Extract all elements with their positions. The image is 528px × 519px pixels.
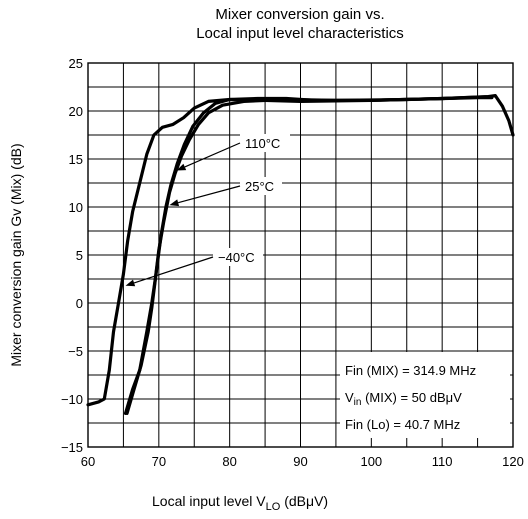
y-tick-labels: −15 −10 −5 0 5 10 15 20 25 <box>61 56 83 455</box>
annotation-arrowhead <box>176 163 187 171</box>
annotation-bg <box>240 134 290 152</box>
annotation-bg <box>240 177 282 195</box>
y-axis-label-part-3: (dB) <box>8 143 24 169</box>
plot-frame <box>87 62 514 448</box>
series-lines <box>86 94 515 415</box>
annotation-leader <box>184 142 241 168</box>
y-tick-label: −10 <box>61 392 83 407</box>
y-tick-label: 20 <box>69 104 83 119</box>
y-axis-label-part-1: Mixer conversion gain <box>8 230 24 366</box>
x-tick-label: 70 <box>152 454 166 469</box>
y-tick-label: −15 <box>61 440 83 455</box>
conditions-box-bg <box>340 352 510 438</box>
y-tick-label: 15 <box>69 152 83 167</box>
y-axis-label: Mixer conversion gain Gv (Mix) (dB) <box>8 143 24 366</box>
condition-fin-lo: Fin (Lo) = 40.7 MHz <box>345 417 460 432</box>
x-tick-label: 110 <box>432 454 453 469</box>
annotation-group: 110°C 25°C −40°C <box>125 134 290 287</box>
y-axis-label-part-2: Gv (Mix) <box>8 174 24 227</box>
svg-text:Mixer conversion gain Gv (M: Mixer conversion gain Gv (Mix) (dB) <box>8 143 24 366</box>
annotation-label: 25°C <box>245 179 274 194</box>
x-tick-labels: 60 70 80 90 100 110 120 <box>81 454 524 469</box>
y-tick-label: −5 <box>68 344 83 359</box>
annotation-leader <box>133 256 214 284</box>
annotation-leader <box>177 185 241 204</box>
y-tick-label: 25 <box>69 56 83 71</box>
chart-title-line-2: Local input level characteristics <box>196 25 404 42</box>
chart-title-line-1: Mixer conversion gain vs. <box>215 6 384 23</box>
annotation-label: −40°C <box>218 250 255 265</box>
x-tick-label: 60 <box>81 454 95 469</box>
x-tick-label: 90 <box>293 454 307 469</box>
annotation-arrowhead <box>125 279 136 287</box>
condition-fin-mix: Fin (MIX) = 314.9 MHz <box>345 363 476 378</box>
series-line-2 <box>125 95 494 415</box>
x-tick-label: 80 <box>222 454 236 469</box>
x-axis-label: Local input level VLO (dBμV) <box>152 493 328 513</box>
annotation-bg <box>213 248 263 266</box>
condition-vin-mix: Vin (MIX) = 50 dBμV <box>345 390 462 408</box>
annotation-arrowhead <box>169 199 180 207</box>
x-tick-label: 120 <box>502 454 524 469</box>
y-tick-label: 10 <box>69 200 83 215</box>
annotation-label: 110°C <box>245 136 280 151</box>
x-tick-label: 100 <box>360 454 382 469</box>
y-tick-label: 0 <box>76 296 83 311</box>
y-tick-label: 5 <box>76 248 83 263</box>
